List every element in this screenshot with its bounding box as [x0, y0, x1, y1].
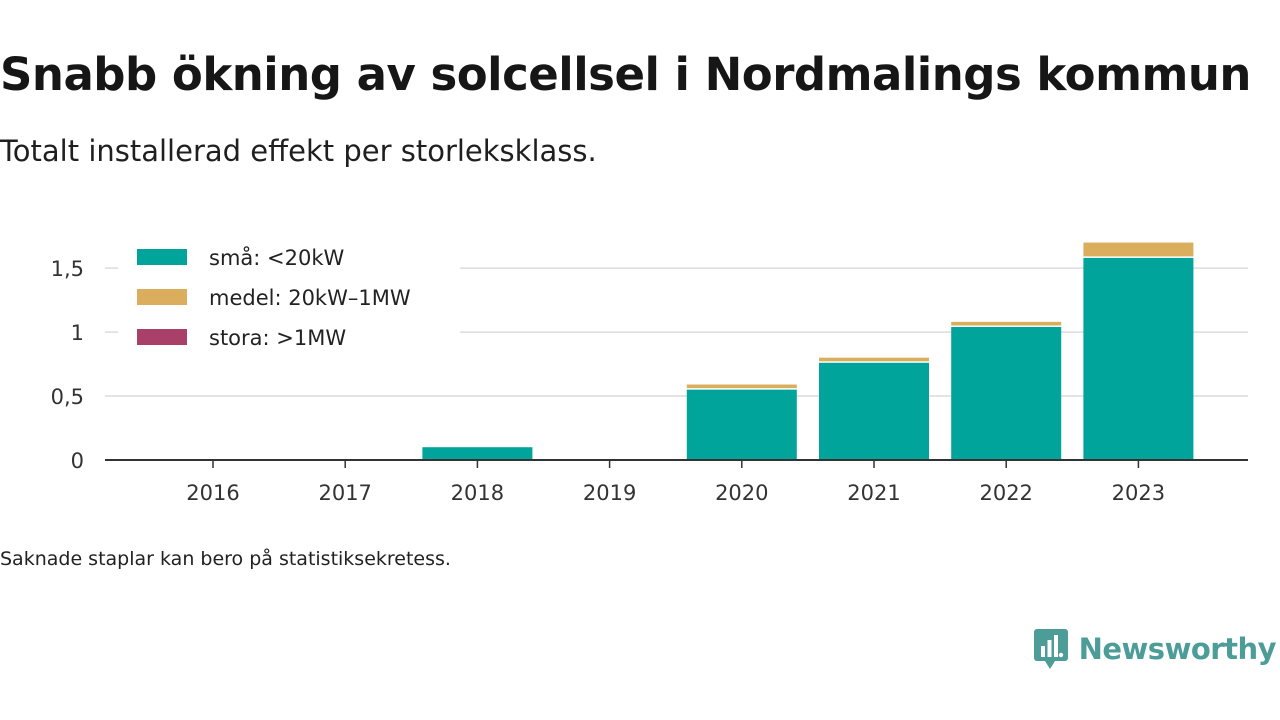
legend-label: stora: >1MW — [209, 326, 346, 350]
x-tick-label: 2019 — [583, 481, 636, 505]
legend-swatch — [137, 289, 187, 305]
x-tick-label: 2020 — [715, 481, 768, 505]
bar-segment — [422, 447, 533, 460]
bar-segment — [1083, 242, 1194, 257]
bar-segment — [686, 384, 797, 389]
bar-segment — [819, 362, 929, 460]
y-tick-label: 1,5 — [51, 257, 84, 281]
bar-segment — [1083, 257, 1194, 460]
x-tick-label: 2023 — [1112, 481, 1165, 505]
y-tick-label: 1 — [71, 321, 84, 345]
y-tick-label: 0,5 — [51, 385, 84, 409]
stacked-bar-chart: små: <20kW medel: 20kW–1MW stora: >1MW 0 0,… — [51, 236, 1248, 505]
chart-subtitle: Totalt installerad effekt per storlekskl… — [0, 134, 597, 168]
x-tick-label: 2018 — [451, 481, 504, 505]
legend-label: små: <20kW — [209, 245, 344, 270]
legend: små: <20kW medel: 20kW–1MW stora: >1MW — [118, 236, 460, 358]
x-tick-label: 2016 — [186, 481, 239, 505]
legend-label: medel: 20kW–1MW — [209, 286, 411, 310]
x-tick-label: 2017 — [318, 481, 371, 505]
bar-segment — [819, 357, 929, 362]
legend-swatch — [137, 329, 187, 345]
chart-title: Snabb ökning av solcellsel i Nordmalings… — [0, 48, 1251, 101]
bars — [422, 242, 1194, 460]
brand-logo: Newsworthy — [1033, 628, 1277, 670]
newsworthy-logo-icon — [1033, 629, 1068, 669]
x-tick-label: 2022 — [979, 481, 1032, 505]
x-tick-label: 2021 — [847, 481, 900, 505]
bar-segment — [951, 326, 1062, 460]
axes: 0 0,5 1 1,5 2016 2017 2018 2019 2020 2021 2022 2023 — [51, 257, 1248, 505]
bar-segment — [686, 389, 797, 460]
bar-segment — [951, 321, 1062, 326]
legend-swatch — [137, 249, 187, 265]
y-tick-label: 0 — [71, 449, 84, 473]
footnote: Saknade staplar kan bero på statistiksek… — [0, 548, 451, 570]
brand-name: Newsworthy — [1078, 632, 1277, 666]
